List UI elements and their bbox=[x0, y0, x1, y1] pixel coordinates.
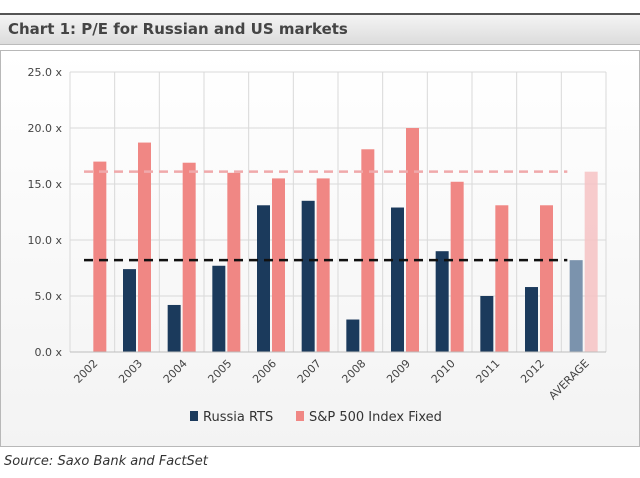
bar-sp500 bbox=[138, 142, 151, 352]
bar-russia-rts bbox=[123, 269, 136, 352]
legend-swatch-sp500 bbox=[296, 411, 304, 421]
y-tick-label: 0.0 x bbox=[35, 346, 63, 359]
x-tick-label: 2002 bbox=[71, 357, 100, 386]
x-tick-label: 2006 bbox=[250, 357, 279, 386]
bar-sp500 bbox=[361, 149, 375, 352]
legend-label-sp500: S&P 500 Index Fixed bbox=[309, 410, 442, 425]
bar-russia-rts bbox=[346, 319, 360, 352]
legend-swatch-russia bbox=[190, 411, 198, 421]
bar-sp500 bbox=[495, 205, 509, 352]
bar-russia-rts bbox=[167, 304, 181, 352]
x-tick-label: 2003 bbox=[116, 357, 145, 386]
legend-label-russia: Russia RTS bbox=[203, 410, 273, 425]
bar-russia-rts bbox=[257, 205, 270, 352]
x-tick-label: 2008 bbox=[339, 357, 368, 386]
bar-sp500 bbox=[316, 178, 330, 352]
x-tick-label: 2012 bbox=[518, 357, 547, 386]
x-tick-label: 2007 bbox=[295, 357, 324, 386]
x-tick-label: 2011 bbox=[473, 357, 502, 386]
y-tick-label: 25.0 x bbox=[28, 66, 63, 79]
y-tick-label: 10.0 x bbox=[28, 234, 63, 247]
bar-sp500 bbox=[406, 128, 419, 352]
bar-sp500 bbox=[450, 181, 464, 352]
y-tick-label: 20.0 x bbox=[28, 122, 63, 135]
bar-russia-rts bbox=[435, 251, 449, 352]
x-tick-label: AVERAGE bbox=[546, 357, 592, 403]
bar-russia-rts bbox=[391, 207, 404, 352]
source-note: Source: Saxo Bank and FactSet bbox=[4, 454, 208, 469]
bar-russia-rts bbox=[525, 287, 538, 352]
bar-sp500 bbox=[93, 161, 107, 352]
chart-title: Chart 1: P/E for Russian and US markets bbox=[8, 20, 348, 38]
bar-sp500 bbox=[584, 171, 598, 352]
bar-russia-rts bbox=[569, 260, 583, 352]
x-tick-label: 2009 bbox=[384, 357, 413, 386]
bar-sp500 bbox=[182, 162, 196, 352]
y-tick-label: 5.0 x bbox=[35, 290, 63, 303]
y-tick-label: 15.0 x bbox=[28, 178, 63, 191]
bar-russia-rts bbox=[212, 265, 226, 352]
chart-title-bar: Chart 1: P/E for Russian and US markets bbox=[0, 13, 640, 45]
bar-sp500 bbox=[227, 172, 241, 352]
bar-sp500 bbox=[540, 205, 553, 352]
bar-russia-rts bbox=[480, 296, 494, 352]
x-tick-label: 2004 bbox=[161, 357, 190, 386]
bar-russia-rts bbox=[301, 200, 315, 352]
x-tick-label: 2010 bbox=[429, 357, 458, 386]
x-tick-label: 2005 bbox=[205, 357, 234, 386]
bar-sp500 bbox=[272, 178, 285, 352]
